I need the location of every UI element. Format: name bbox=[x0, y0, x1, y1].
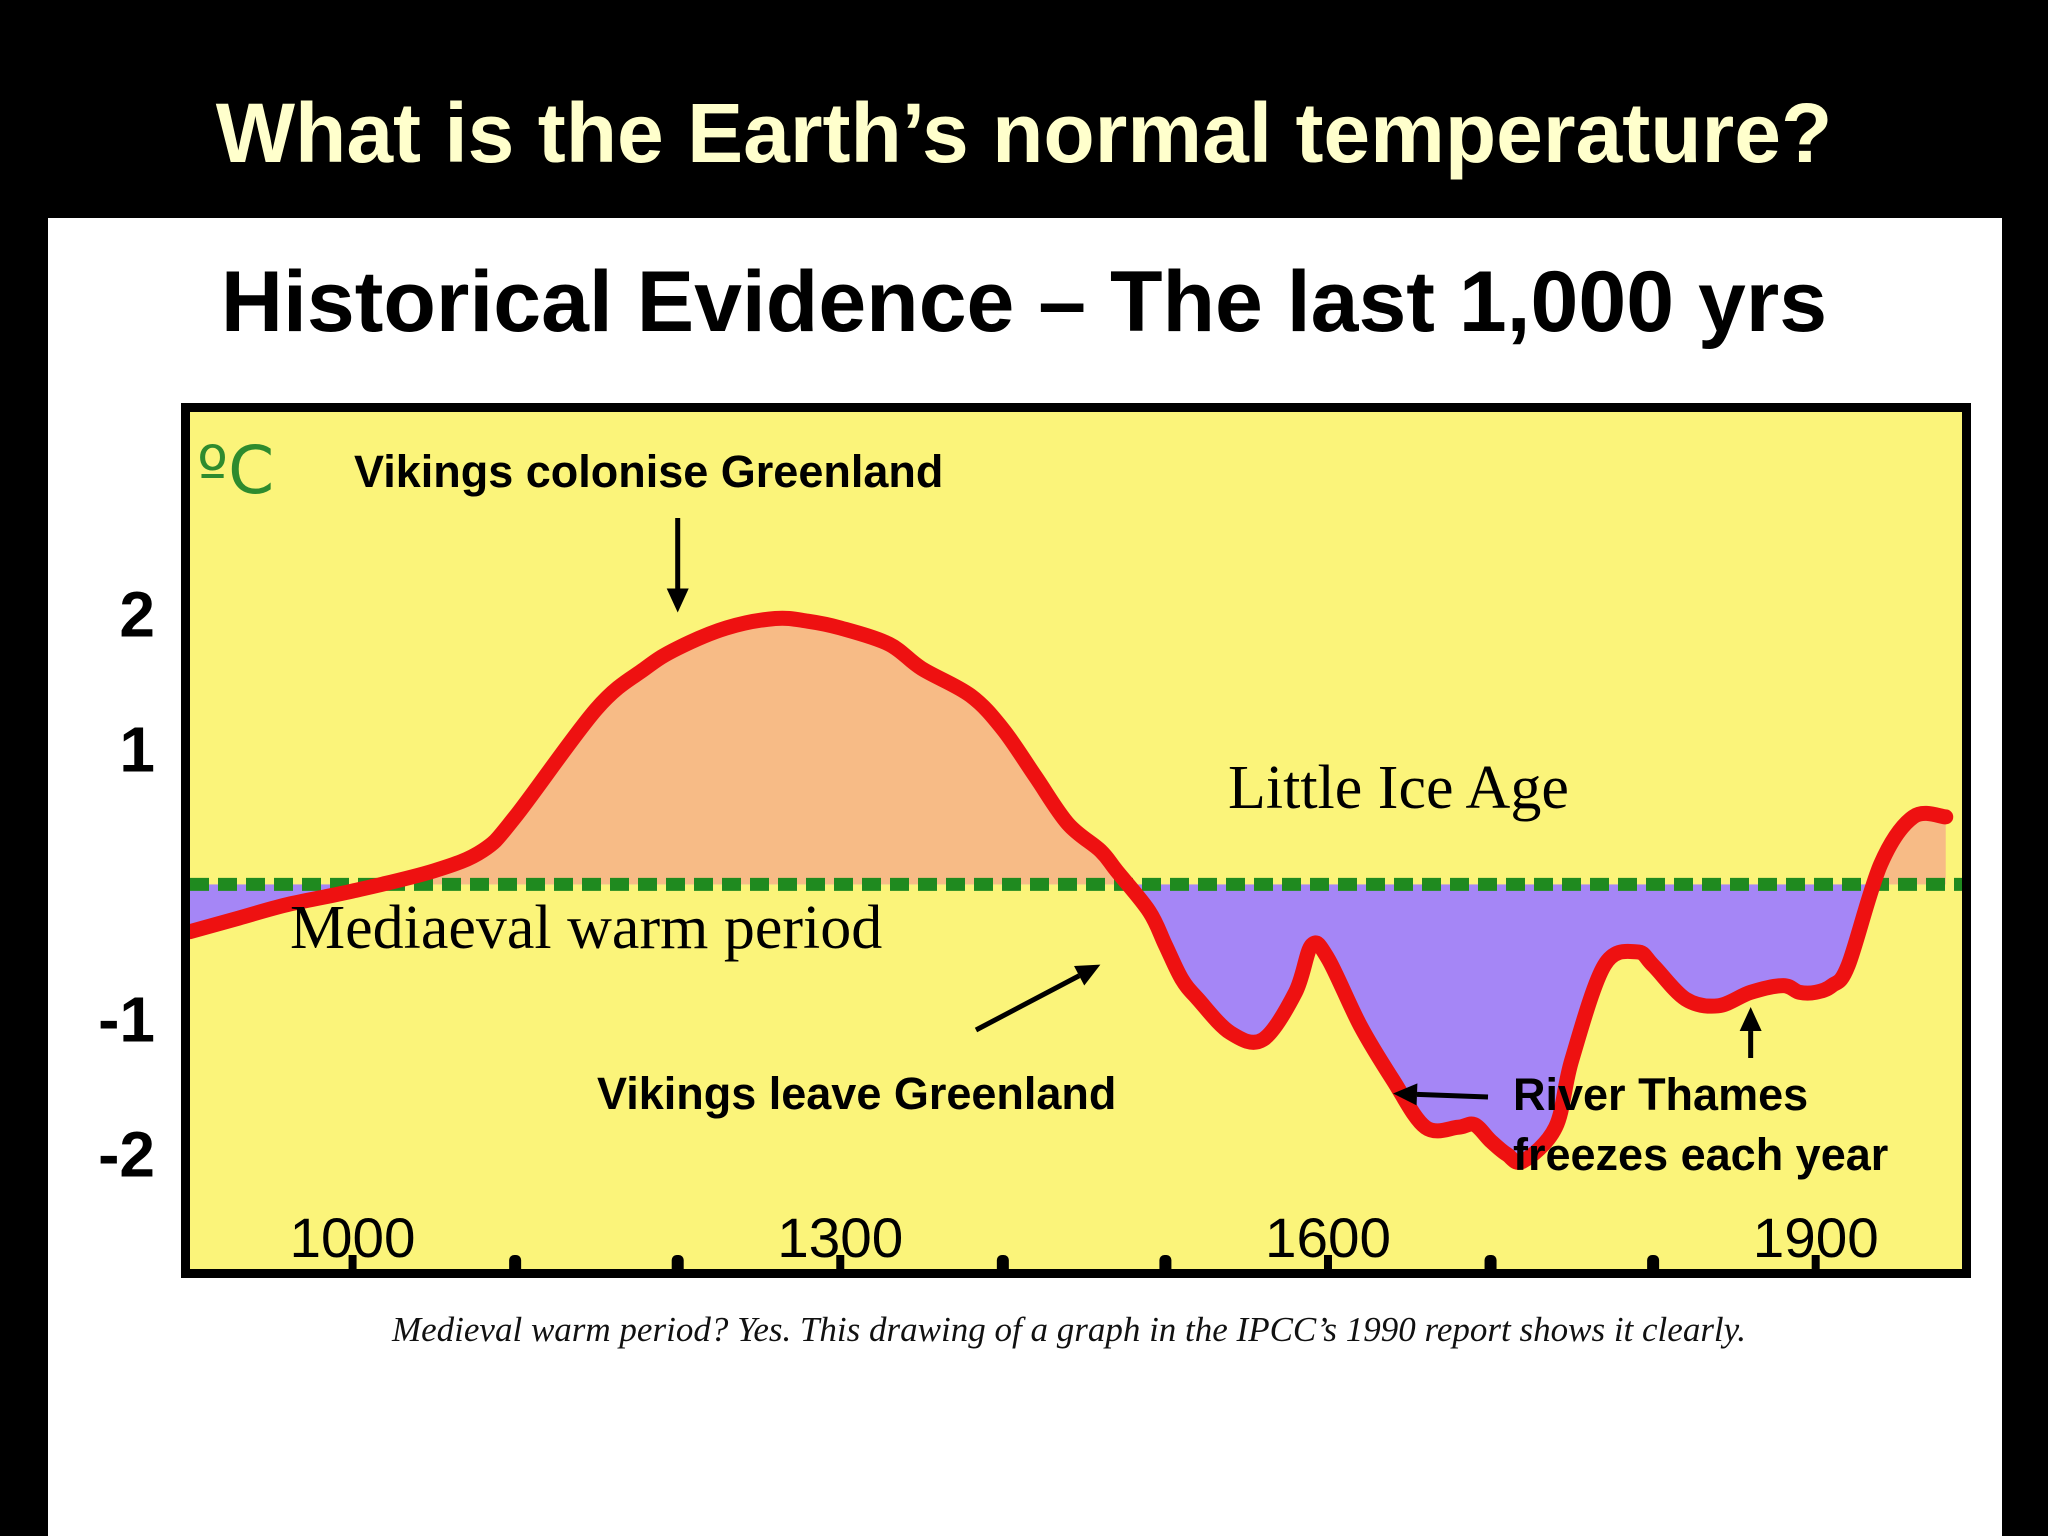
y-tick-label-1: 1 bbox=[119, 713, 155, 785]
arrow-vikings-leave bbox=[974, 964, 1101, 1033]
arrow-thames bbox=[1393, 1083, 1489, 1106]
arrow-thames-mark bbox=[1739, 1007, 1762, 1058]
slide-title: What is the Earth’s normal temperature? bbox=[215, 86, 1833, 180]
x-minor-tick-5 bbox=[1647, 1255, 1660, 1275]
x-minor-tick-4 bbox=[1484, 1255, 1497, 1275]
annotation-vikings-colonise: Vikings colonise Greenland bbox=[354, 446, 943, 497]
y-tick-label-0: 2 bbox=[119, 578, 155, 650]
annotation-thames-line1: River Thames bbox=[1513, 1069, 1808, 1120]
annotation-vikings-leave: Vikings leave Greenland bbox=[597, 1068, 1116, 1119]
y-tick-label-3: -2 bbox=[98, 1118, 155, 1190]
x-minor-tick-3 bbox=[1159, 1255, 1172, 1275]
x-minor-tick-1 bbox=[671, 1255, 684, 1275]
region-label-warm: Mediaeval warm period bbox=[290, 894, 882, 962]
cold-area bbox=[190, 884, 1874, 1163]
temperature-line bbox=[190, 610, 1954, 1170]
x-minor-tick-2 bbox=[996, 1255, 1009, 1275]
unit-label: ºC bbox=[197, 432, 274, 509]
x-minor-tick-0 bbox=[509, 1255, 522, 1275]
chart-subtitle: Historical Evidence – The last 1,000 yrs bbox=[220, 254, 1828, 350]
figure-caption: Medieval warm period? Yes. This drawing … bbox=[391, 1310, 1747, 1349]
annotation-thames-line2: freezes each year bbox=[1513, 1129, 1888, 1180]
region-label-cold: Little Ice Age bbox=[1228, 754, 1569, 822]
y-tick-label-2: -1 bbox=[98, 983, 155, 1055]
arrow-vikings-colonise bbox=[666, 518, 689, 613]
